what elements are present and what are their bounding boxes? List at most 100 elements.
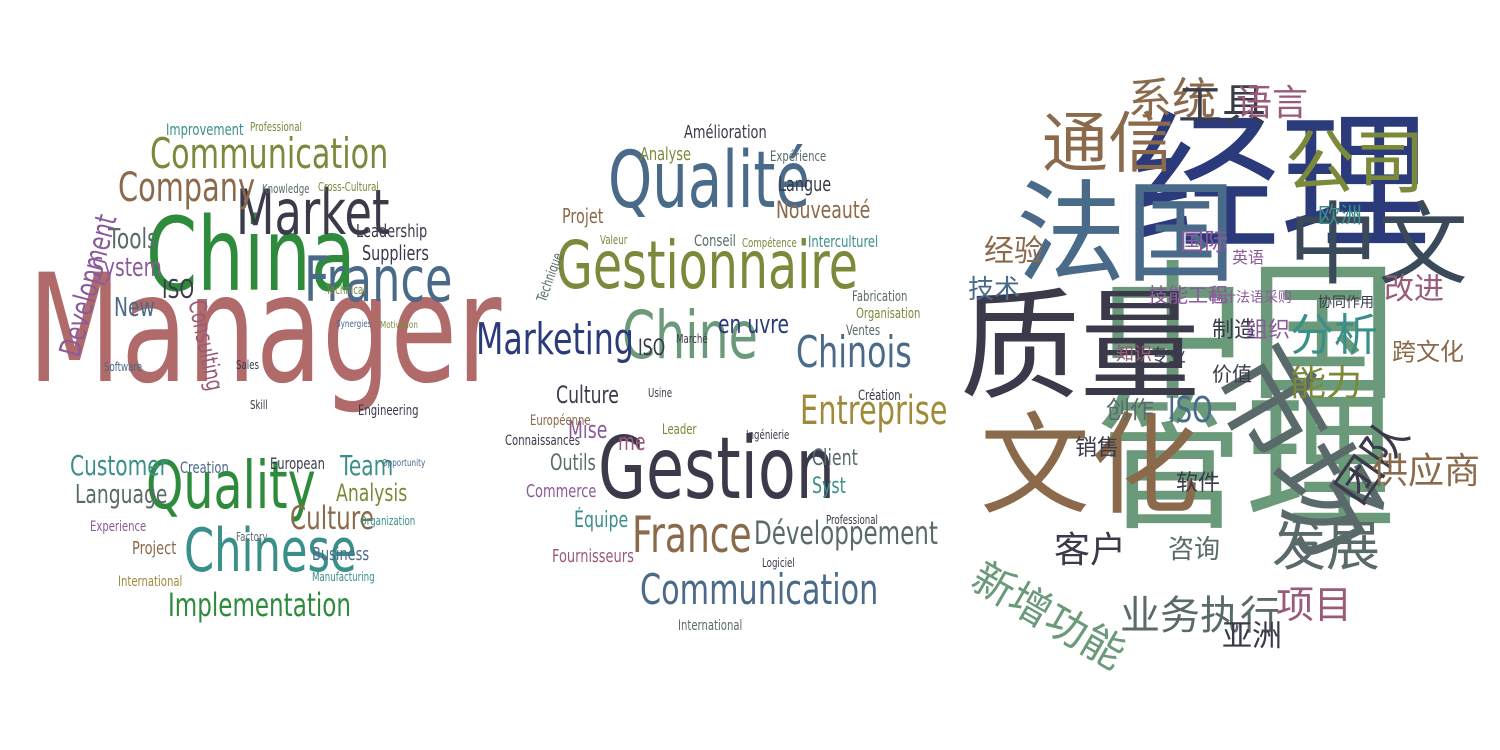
word-english-1: China [146,195,356,315]
word-english-2: Market [236,175,390,249]
word-english-8: Implementation [168,585,351,624]
word-french-29: Conseil [694,231,736,251]
english-word-cloud: Manager China Market France Company Communica… [0,0,501,750]
word-french-2: Gestionnaire [556,227,859,305]
word-english-30: Business [312,544,370,566]
word-french-40: Logiciel [762,555,795,570]
word-chinese-5: 文化 [980,402,1200,530]
word-english-27: European [270,454,325,474]
word-chinese-38: 知识 [1116,344,1152,366]
word-english-10: Team [340,449,394,483]
word-french-18: Amélioration [684,122,767,144]
word-french-23: Outils [550,450,596,476]
word-french-19: Analyse [640,144,692,166]
word-english-16: New [114,293,155,324]
word-english-29: Organization [360,513,416,528]
word-chinese-20: 改进 [1384,272,1444,307]
word-english-12: Customer [70,449,168,483]
word-english-37: Synergies [336,319,372,330]
word-chinese-14: 能力 [1290,363,1363,405]
word-chinese-3: 质量 [960,278,1200,417]
word-french-30: Compétence [742,235,797,250]
word-french-9: Développement [754,513,938,552]
word-french-35: Création [858,387,901,404]
word-english-35: Software [104,359,143,374]
word-french-34: Ventes [846,322,881,339]
word-chinese-40: 英语 [1232,248,1265,268]
word-french-3: Chine [622,297,758,375]
word-french-11: Culture [556,380,619,409]
word-french-26: Fournisseurs [552,546,634,568]
word-english-17: ISO [162,275,195,306]
word-chinese-36: 组织 [1246,317,1291,343]
word-chinese-10: 系统 [1128,73,1216,125]
word-chinese-25: 亚洲 [1222,619,1282,654]
word-chinese-2: 管理 [1095,378,1396,552]
word-english-5: Communication [150,128,389,178]
word-french-16: Langue [778,172,832,196]
word-english-13: Language [75,480,168,511]
word-chinese-37: 价值 [1212,362,1252,386]
word-chinese-33: 技能工程 [1148,283,1228,307]
word-chinese-39: 专业 [1150,346,1186,368]
word-french-15: Projet [562,204,604,228]
french-word-cloud: Gestion Qualité Gestionnaire Chine France Com… [470,0,960,750]
word-french-41: Usine [648,385,673,400]
word-chinese-9: 通信 [1042,105,1174,183]
word-chinese-22: 新增功能 [963,552,1134,679]
word-french-6: Marketing [476,313,634,365]
word-french-43: Valeur [600,232,628,247]
word-chinese-30: ISO [1168,390,1213,432]
word-chinese-32: 技术 [968,275,1021,306]
word-english-31: Manufacturing [312,569,375,584]
word-english-41: Factory [236,529,268,544]
word-english-23: Professional [250,119,302,134]
word-english-21: Suppliers [362,241,429,265]
word-chinese-13: 分析 [1290,309,1378,361]
word-french-8: Entreprise [800,388,948,434]
word-french-0: Gestion [598,419,835,520]
word-french-25: Équipe [574,507,629,533]
word-english-39: Skill [250,397,268,412]
word-french-7: Chinois [796,326,912,378]
word-chinese-18: 供应商 [1372,451,1481,493]
word-french-22: Syst [812,473,846,499]
word-chinese-31: 经验 [984,234,1044,269]
word-chinese-19: 跨文化 [1392,337,1464,366]
word-french-28: Connaissances [505,432,581,449]
word-chinese-11: 工具 [1178,79,1266,131]
word-french-1: Qualité [608,136,810,227]
word-french-4: France [632,506,752,564]
word-chinese-8: 公司 [1285,122,1425,204]
word-french-14: ISO [638,335,666,361]
word-english-14: Tools [108,222,158,256]
word-french-12: Mise [568,415,608,444]
word-english-20: Leadership [356,221,428,243]
word-chinese-16: 项目 [1276,583,1353,628]
word-chinese-34: 国际 [1180,227,1228,256]
word-english-28: Engineering [358,402,419,419]
word-chinese-42: 审计法语采购 [1208,289,1292,306]
word-french-31: Interculturel [808,232,879,252]
word-chinese-29: 创作 [1106,395,1154,424]
word-chinese-1: 中国 [1098,248,1399,422]
word-french-24: Commerce [526,481,597,503]
word-chinese-12: 语言 [1236,83,1309,125]
word-chinese-27: 软件 [1176,470,1221,496]
word-chinese-15: 发展 [1272,514,1380,578]
word-english-25: Cross-Cultural [318,179,379,194]
word-english-4: Company [118,165,256,211]
word-french-27: Européenne [530,412,591,429]
word-chinese-23: 客户 [1054,530,1127,572]
word-french-39: International [678,617,743,634]
word-french-5: Communication [640,564,879,614]
word-english-33: International [118,573,183,590]
word-english-36: Technical [326,282,366,297]
word-english-3: France [304,242,453,316]
word-chinese-6: 中文 [1288,193,1468,298]
word-french-36: Ingénierie [746,427,790,442]
word-french-21: Client [812,445,858,471]
word-french-13: me [618,427,646,456]
word-english-32: Project [132,538,177,560]
word-english-0: Manager [28,243,502,417]
